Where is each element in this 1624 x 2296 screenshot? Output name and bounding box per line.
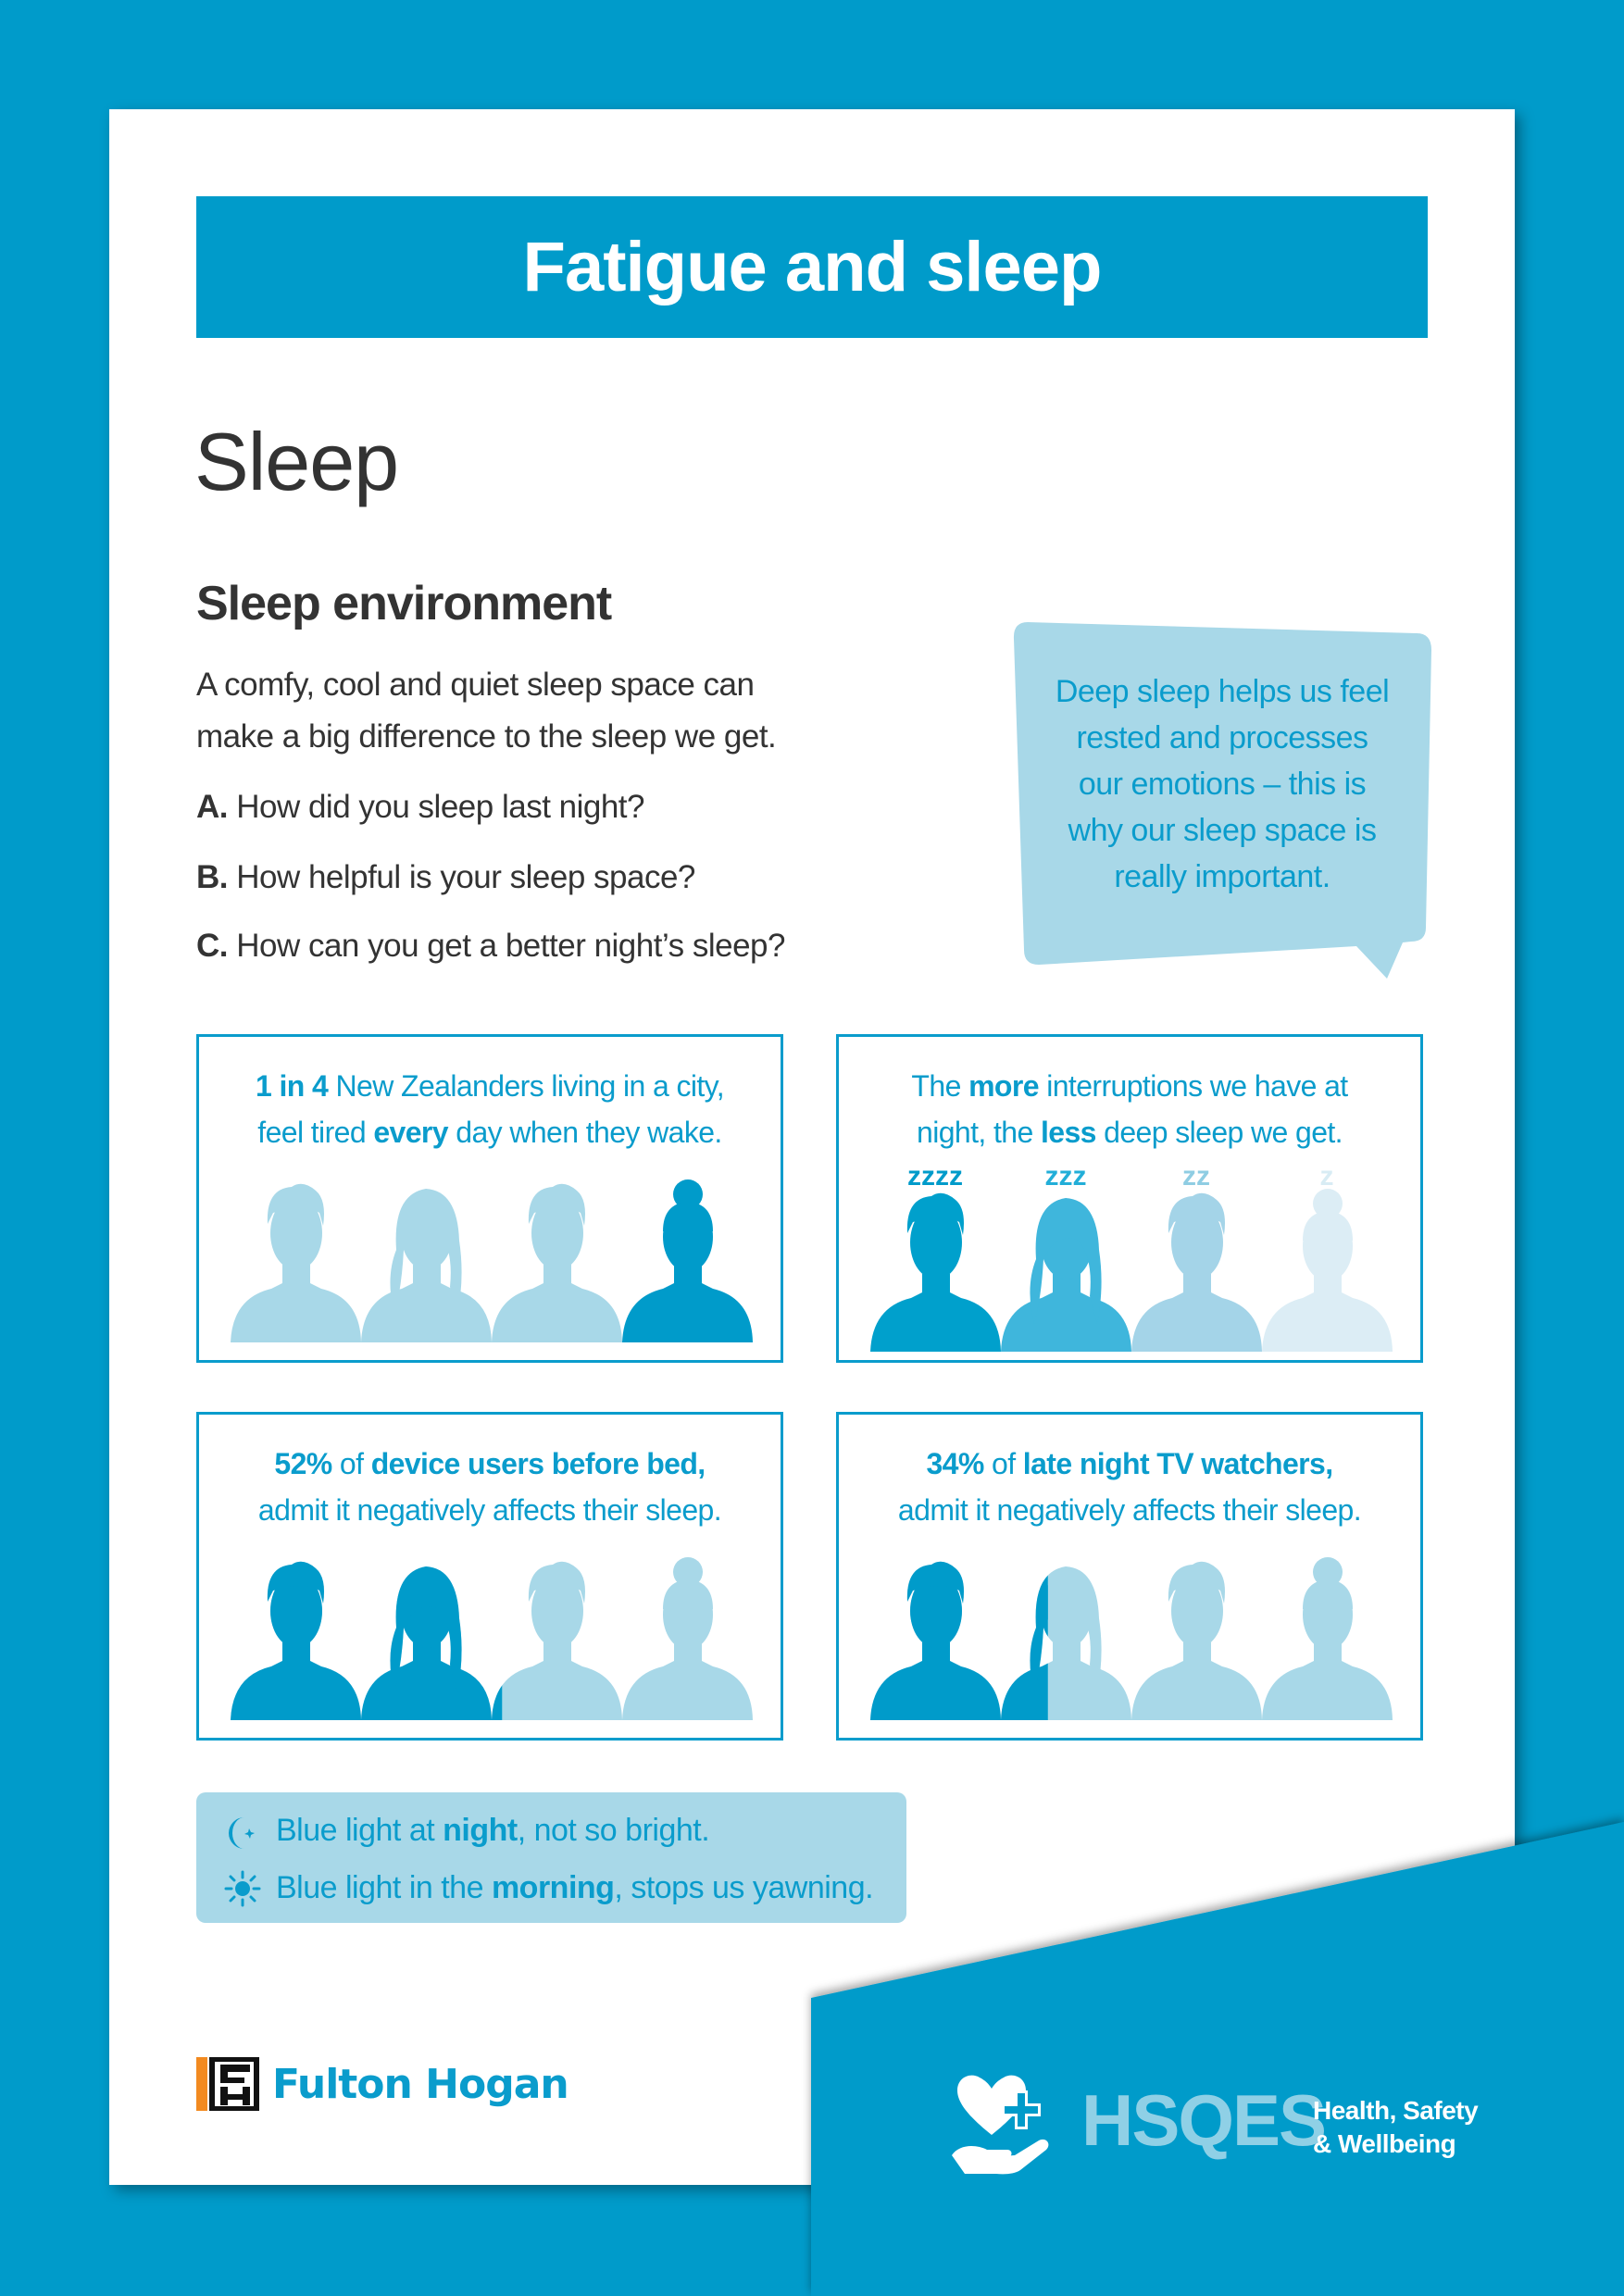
intro-line: make a big difference to the sleep we ge… — [196, 718, 777, 755]
text-segment: more — [968, 1069, 1039, 1103]
text-segment: admit it negatively affects their sleep. — [257, 1493, 722, 1527]
bubble-line: Deep sleep helps us feel — [1055, 674, 1390, 709]
text-segment: late night TV watchers, — [1022, 1447, 1333, 1480]
person-silhouette — [870, 1192, 1001, 1352]
sun-icon — [224, 1870, 261, 1907]
zzz-label: zz — [1182, 1161, 1210, 1192]
subtitle-line: & Wellbeing — [1313, 2129, 1456, 2158]
text-segment: night, the — [917, 1116, 1041, 1149]
text-segment: feel tired — [257, 1116, 374, 1149]
tip-morning: Blue light in the morning, stops us yawn… — [276, 1870, 874, 1906]
people-silhouettes — [870, 1557, 1393, 1720]
person-silhouette — [1262, 1557, 1393, 1720]
text-segment: of — [331, 1447, 371, 1480]
people-silhouettes — [231, 1557, 753, 1720]
fulton-hogan-mark-icon — [196, 2057, 259, 2111]
text-segment: deep sleep we get. — [1095, 1116, 1343, 1149]
question-letter: A. — [196, 789, 229, 825]
subsection-heading: Sleep environment — [196, 577, 612, 630]
intro-line: A comfy, cool and quiet sleep space can — [196, 667, 755, 703]
heart-hand-plus-icon — [952, 2075, 1049, 2175]
company-name: Fulton Hogan — [272, 2060, 569, 2108]
question-b: B. How helpful is your sleep space? — [196, 859, 695, 896]
text-segment: , not so bright. — [517, 1813, 710, 1848]
fulton-hogan-logo: Fulton Hogan — [196, 2057, 569, 2111]
text-segment: 1 in 4 — [255, 1069, 329, 1103]
person-silhouette — [1131, 1561, 1262, 1720]
text-segment: morning — [491, 1870, 615, 1905]
person-silhouette — [1131, 1192, 1262, 1352]
page-title: Fatigue and sleep — [522, 228, 1103, 306]
person-silhouette — [1001, 1198, 1131, 1352]
stat-text: 34% of late night TV watchers, admit it … — [839, 1441, 1420, 1533]
person-silhouette — [231, 1183, 361, 1342]
person-silhouette — [492, 1561, 622, 1720]
stat-card-device-users: 52% of device users before bed, admit it… — [196, 1412, 783, 1741]
bubble-line: our emotions – this is — [1078, 767, 1367, 802]
question-c: C. How can you get a better night’s slee… — [196, 928, 785, 965]
stat-card-tv-watchers: 34% of late night TV watchers, admit it … — [836, 1412, 1423, 1741]
text-segment: day when they wake. — [447, 1116, 722, 1149]
text-segment: every — [373, 1116, 448, 1149]
zzz-label: z — [1320, 1161, 1334, 1192]
tip-night: Blue light at night, not so bright. — [276, 1813, 710, 1849]
question-text: How can you get a better night’s sleep? — [228, 928, 785, 964]
text-segment: New Zealanders living in a city, — [328, 1069, 724, 1103]
text-segment: 34% — [926, 1447, 984, 1480]
person-silhouette — [1262, 1189, 1393, 1352]
zzz-label: zzz — [1045, 1161, 1087, 1192]
moon-star-icon — [228, 1817, 255, 1849]
question-a: A. How did you sleep last night? — [196, 789, 645, 826]
stat-text: 1 in 4 New Zealanders living in a city, … — [199, 1063, 781, 1155]
person-silhouette — [492, 1183, 622, 1342]
question-letter: B. — [196, 859, 229, 895]
bubble-line: why our sleep space is — [1068, 813, 1377, 848]
person-silhouette-highlight — [231, 1561, 361, 1720]
zzz-label: zzzz — [907, 1161, 963, 1192]
text-segment: 52% — [274, 1447, 332, 1480]
intro-paragraph: A comfy, cool and quiet sleep space can … — [196, 659, 777, 763]
people-silhouettes: zzzz zzz zz z — [870, 1161, 1393, 1352]
people-silhouettes — [231, 1179, 753, 1342]
text-segment: less — [1040, 1116, 1096, 1149]
person-silhouette-highlight — [361, 1566, 492, 1720]
question-letter: C. — [196, 928, 229, 964]
text-segment: The — [911, 1069, 969, 1103]
text-segment: device users before bed, — [370, 1447, 706, 1480]
bubble-line: rested and processes — [1076, 720, 1368, 755]
text-segment: night — [443, 1813, 518, 1848]
question-text: How did you sleep last night? — [228, 789, 644, 825]
text-segment: admit it negatively affects their sleep. — [897, 1493, 1362, 1527]
hsqes-wordmark: HSQES — [1081, 2079, 1327, 2161]
person-silhouette-highlight — [492, 1685, 503, 1720]
person-silhouette — [622, 1557, 753, 1720]
text-segment: Blue light in the — [276, 1870, 492, 1905]
subtitle-line: Health, Safety — [1313, 2096, 1479, 2125]
stat-text: 52% of device users before bed, admit it… — [199, 1441, 781, 1533]
blue-light-tips: Blue light at night, not so bright. Blue… — [196, 1792, 906, 1923]
bubble-line: really important. — [1114, 859, 1330, 894]
stat-text: The more interruptions we have at night,… — [839, 1063, 1420, 1155]
person-silhouette — [622, 1179, 753, 1342]
text-segment: interruptions we have at — [1038, 1069, 1348, 1103]
title-banner: Fatigue and sleep — [196, 196, 1428, 338]
text-segment: , stops us yawning. — [614, 1870, 874, 1905]
person-silhouette-highlight — [870, 1561, 1001, 1720]
question-text: How helpful is your sleep space? — [228, 859, 695, 895]
hsqes-subtitle: Health, Safety & Wellbeing — [1313, 2094, 1479, 2161]
section-heading: Sleep — [194, 416, 399, 507]
stat-card-interruptions: The more interruptions we have at night,… — [836, 1034, 1423, 1363]
person-silhouette — [361, 1189, 492, 1342]
stat-card-city-tired: 1 in 4 New Zealanders living in a city, … — [196, 1034, 783, 1363]
text-segment: Blue light at — [276, 1813, 443, 1848]
speech-bubble — [1013, 622, 1431, 979]
bubble-text: Deep sleep helps us feel rested and proc… — [1018, 668, 1426, 900]
person-silhouette-highlight — [1001, 1575, 1048, 1720]
text-segment: of — [983, 1447, 1023, 1480]
